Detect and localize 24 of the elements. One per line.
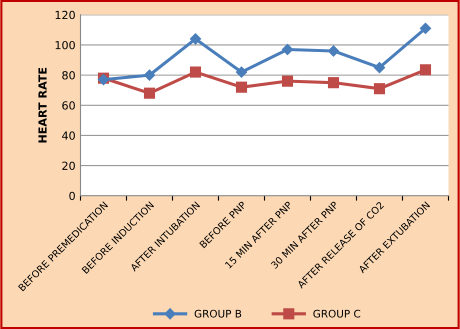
point <box>236 82 248 93</box>
y-tick-label: 100 <box>56 40 75 50</box>
point <box>328 45 340 57</box>
point <box>420 22 432 34</box>
point <box>374 62 386 74</box>
y-tick-label: 120 <box>56 10 75 20</box>
point <box>144 70 156 81</box>
point <box>374 83 386 94</box>
point <box>282 44 294 56</box>
point <box>144 88 156 99</box>
point <box>190 33 202 45</box>
y-tick-label: 0 <box>69 192 75 200</box>
y-tick-label: 40 <box>62 131 75 140</box>
y-tick-label: 60 <box>62 101 75 110</box>
point <box>190 66 202 78</box>
y-axis-title: HEART RATE <box>38 68 47 142</box>
legend-label: GROUP B <box>194 310 242 318</box>
point <box>236 66 248 78</box>
y-tick-label: 20 <box>62 162 75 170</box>
point <box>328 77 340 88</box>
point <box>420 64 432 76</box>
y-tick-label: 80 <box>62 71 75 80</box>
legend-label: GROUP C <box>313 310 360 318</box>
point <box>282 76 294 87</box>
